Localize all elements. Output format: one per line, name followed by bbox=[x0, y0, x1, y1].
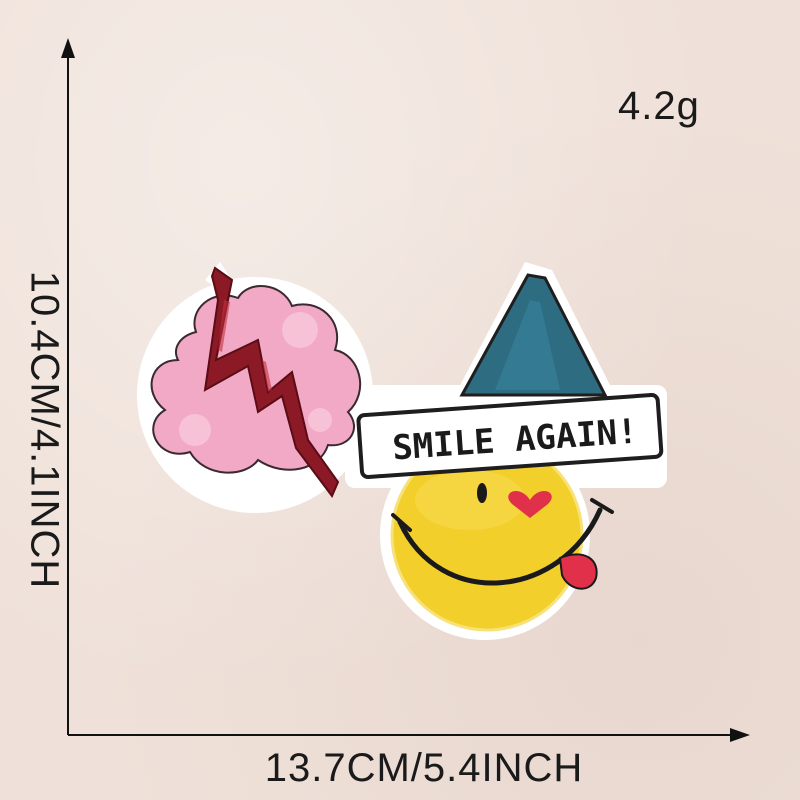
heart-eye bbox=[508, 491, 552, 518]
left-eye bbox=[477, 483, 487, 503]
tongue bbox=[558, 553, 598, 590]
smile-mouth bbox=[397, 507, 603, 586]
width-label: 13.7CM/5.4INCH bbox=[264, 746, 584, 790]
horizontal-arrow-head bbox=[730, 728, 750, 742]
lightning-sheen bbox=[218, 300, 272, 392]
cloud-highlights bbox=[179, 312, 332, 446]
weight-label: 4.2g bbox=[618, 84, 700, 128]
smiley-face bbox=[390, 438, 614, 632]
smile-banner bbox=[356, 393, 664, 479]
vertical-arrow-head bbox=[61, 38, 75, 58]
red-lightning bbox=[203, 266, 340, 498]
blue-hat bbox=[459, 273, 608, 397]
